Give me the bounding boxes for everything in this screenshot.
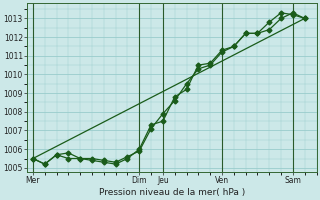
- X-axis label: Pression niveau de la mer( hPa ): Pression niveau de la mer( hPa ): [99, 188, 245, 197]
